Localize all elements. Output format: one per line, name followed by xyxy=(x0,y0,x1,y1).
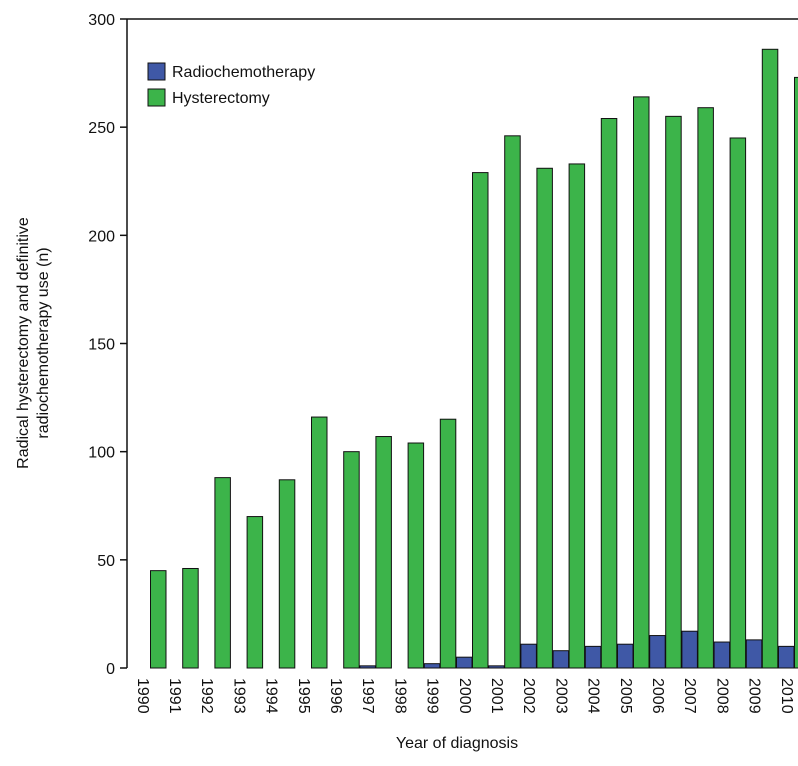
y-axis-title: Radical hysterectomy and definitive xyxy=(15,217,32,469)
x-tick-label: 1993 xyxy=(230,678,247,714)
bar xyxy=(665,115,682,669)
x-tick-label: 2001 xyxy=(488,678,505,714)
bar xyxy=(697,107,714,669)
x-tick-label: 1999 xyxy=(424,678,441,714)
x-tick-label: 1998 xyxy=(391,678,408,714)
bar xyxy=(150,570,167,669)
bar xyxy=(375,436,392,669)
y-tick-label: 200 xyxy=(88,228,115,245)
bar xyxy=(713,641,731,669)
x-tick-label: 1995 xyxy=(295,678,312,714)
x-tick-label: 1996 xyxy=(327,678,344,714)
y-tick-label: 50 xyxy=(97,553,115,570)
bar xyxy=(504,135,521,669)
bar xyxy=(359,665,376,669)
bar xyxy=(246,516,264,669)
bar xyxy=(423,663,441,669)
x-tick-label: 1997 xyxy=(359,678,376,714)
legend-swatch xyxy=(147,88,166,107)
legend-label: Radiochemotherapy xyxy=(172,64,315,81)
x-tick-label: 2003 xyxy=(552,678,569,714)
x-tick-label: 2009 xyxy=(746,678,763,714)
legend-swatch xyxy=(147,62,166,81)
bar xyxy=(488,665,505,669)
x-tick-label: 2000 xyxy=(456,678,473,714)
bar xyxy=(520,643,537,669)
bar xyxy=(600,118,618,669)
bar xyxy=(761,48,779,669)
bar xyxy=(439,418,457,669)
x-tick-label: 1991 xyxy=(166,678,183,714)
x-tick-label: 2007 xyxy=(681,678,698,714)
x-tick-label: 1994 xyxy=(263,678,280,714)
legend-label: Hysterectomy xyxy=(172,90,270,107)
bar xyxy=(794,76,798,669)
bar xyxy=(536,167,553,669)
y-tick-label: 250 xyxy=(88,120,115,137)
bar xyxy=(745,639,763,669)
x-tick-label: 2010 xyxy=(778,678,795,714)
y-tick-label: 150 xyxy=(88,337,115,354)
bar xyxy=(311,416,328,669)
bar xyxy=(617,643,634,669)
bar xyxy=(649,635,666,669)
bar xyxy=(681,630,698,669)
x-tick-label: 2005 xyxy=(617,678,634,714)
x-tick-label: 2006 xyxy=(649,678,666,714)
bar xyxy=(729,137,747,669)
bar xyxy=(182,567,199,669)
bar xyxy=(214,477,231,669)
bar xyxy=(568,163,586,669)
bar xyxy=(278,479,296,669)
y-axis-title: radiochemotherapy use (n) xyxy=(35,247,52,438)
x-tick-label: 1992 xyxy=(198,678,215,714)
y-tick-label: 300 xyxy=(88,12,115,29)
x-tick-label: 2004 xyxy=(585,678,602,714)
x-tick-label: 2008 xyxy=(713,678,730,714)
y-tick-label: 0 xyxy=(106,661,115,678)
x-tick-label: 2002 xyxy=(520,678,537,714)
bar xyxy=(407,442,425,669)
y-tick-label: 100 xyxy=(88,445,115,462)
bar xyxy=(633,96,650,669)
x-tick-label: 1990 xyxy=(134,678,151,714)
bar xyxy=(456,656,473,669)
bar xyxy=(778,645,795,669)
bar xyxy=(584,645,602,669)
bar xyxy=(343,451,360,669)
bar xyxy=(552,650,570,669)
bar xyxy=(472,172,489,669)
x-axis-title: Year of diagnosis xyxy=(396,735,518,752)
